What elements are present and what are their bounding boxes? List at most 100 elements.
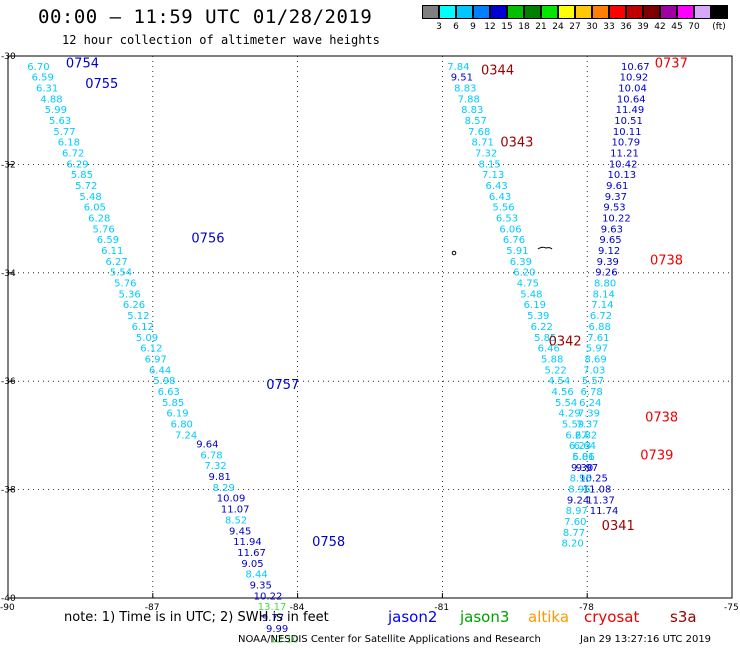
- wave-height-value: 7.60: [564, 517, 586, 528]
- wave-height-value: 6.59: [32, 73, 54, 84]
- wave-height-value: 9.51: [451, 73, 473, 84]
- wave-height-value: 13.17: [258, 602, 287, 613]
- wave-height-value: 10.09: [217, 494, 246, 505]
- wave-height-value: 8.83: [454, 83, 476, 94]
- color-scale-cell: [694, 5, 711, 19]
- pass-label: 0341: [602, 519, 635, 534]
- wave-height-value: 6.72: [62, 148, 84, 159]
- lon-tick-label: -90: [0, 603, 15, 613]
- color-scale-cell: [626, 5, 643, 19]
- wave-height-value: 10.92: [620, 73, 649, 84]
- color-scale-label: 70: [688, 22, 700, 32]
- wave-height-value: 6.06: [499, 224, 521, 235]
- wave-height-value: 6.19: [166, 409, 188, 420]
- wave-height-value: 6.26: [123, 300, 145, 311]
- wave-height-value: 6.78: [200, 450, 222, 461]
- wave-height-value: 6.78: [580, 387, 602, 398]
- lat-tick-label: -34: [1, 269, 16, 279]
- wave-height-value: 6.59: [97, 235, 119, 246]
- color-scale-label: 42: [654, 22, 666, 32]
- pass-label: 0343: [500, 136, 533, 151]
- wave-height-value: 9.99: [266, 624, 288, 635]
- wave-height-value: 10.79: [612, 138, 641, 149]
- color-scale-cell: [575, 5, 592, 19]
- color-scale-cell: [456, 5, 473, 19]
- island-outline: [537, 246, 553, 250]
- satellite-jason2: jason2: [388, 608, 438, 626]
- color-scale-cell: [643, 5, 660, 19]
- wave-height-value: 6.24: [579, 398, 601, 409]
- wave-height-value: 6.18: [58, 138, 80, 149]
- wave-height-value: 9.64: [196, 440, 218, 451]
- lat-tick-label: -40: [1, 594, 16, 604]
- pass-label: 0755: [85, 77, 118, 92]
- wave-height-value: 6.46: [538, 344, 560, 355]
- color-scale-label: 30: [586, 22, 598, 32]
- wave-height-value: 5.76: [114, 279, 136, 290]
- wave-height-value: 6.20: [513, 268, 535, 279]
- wave-height-value: 5.85: [71, 170, 93, 181]
- wave-height-value: 7.32: [475, 148, 497, 159]
- wave-height-value: 9.81: [209, 472, 231, 483]
- wave-height-value: 9.26: [595, 268, 617, 279]
- wave-height-value: 9.65: [599, 235, 621, 246]
- pass-label: 0739: [640, 448, 673, 463]
- wave-height-value: 8.71: [472, 138, 494, 149]
- wave-height-value: 5.97: [586, 344, 608, 355]
- color-scale-cell: [660, 5, 677, 19]
- wave-height-value: 5.12: [127, 311, 149, 322]
- wave-height-value: 7.88: [458, 94, 480, 105]
- wave-height-value: 11.37: [586, 495, 615, 506]
- wave-height-value: 9.12: [598, 246, 620, 257]
- color-scale-label: 9: [470, 22, 476, 32]
- wave-height-value: 6.44: [149, 365, 171, 376]
- wave-height-value: 6.43: [489, 192, 511, 203]
- wave-height-value: 4.75: [517, 279, 539, 290]
- lon-tick-label: -75: [724, 603, 739, 613]
- page-title: 00:00 – 11:59 UTC 01/28/2019: [38, 6, 373, 28]
- wave-height-value: 6.12: [132, 322, 154, 333]
- wave-height-value: 5.59: [562, 419, 584, 430]
- wave-height-value: 6.19: [524, 300, 546, 311]
- wave-height-value: 8.97: [566, 506, 588, 517]
- wave-height-value: 10.22: [602, 214, 631, 225]
- wave-height-value: 7.68: [468, 127, 490, 138]
- wave-height-value: 6.28: [88, 214, 110, 225]
- satellite-s3a: s3a: [670, 608, 697, 626]
- wave-height-value: 5.09: [136, 333, 158, 344]
- color-scale-cell: [558, 5, 575, 19]
- wave-height-value: 6.05: [84, 203, 106, 214]
- wave-height-value: 5.86: [572, 452, 594, 463]
- satellite-jason3: jason3: [460, 608, 510, 626]
- wave-height-value: 4.29: [558, 409, 580, 420]
- pass-label: 0344: [481, 64, 514, 79]
- lon-tick-label: -78: [579, 603, 594, 613]
- wave-height-value: 5.56: [492, 203, 514, 214]
- lat-tick-label: -38: [1, 486, 16, 496]
- wave-height-value: 8.20: [562, 539, 584, 550]
- wave-height-value: 6.82: [575, 430, 597, 441]
- wave-height-value: 11.74: [590, 506, 619, 517]
- color-scale-cell: [711, 5, 728, 19]
- color-scale-label: 18: [518, 22, 530, 32]
- wave-height-value: 5.85: [162, 398, 184, 409]
- wave-height-tracks: 6.706.596.314.885.995.635.776.186.726.29…: [27, 62, 649, 646]
- color-scale-label: 39: [637, 22, 649, 32]
- wave-height-value: 6.88: [589, 322, 611, 333]
- wave-height-value: 9.30: [571, 463, 593, 474]
- wave-height-value: 8.95: [570, 474, 592, 485]
- wave-height-value: 8.57: [465, 116, 487, 127]
- color-scale-cell: [422, 5, 439, 19]
- wave-height-value: 5.76: [92, 224, 114, 235]
- wave-height-value: 8.69: [584, 354, 606, 365]
- color-scale-label: 12: [484, 22, 496, 32]
- wave-height-value: 5.77: [53, 127, 75, 138]
- wave-height-value: 12.10: [270, 635, 299, 646]
- pass-label: 0738: [645, 410, 678, 425]
- footer-credit: NOAA/NESDIS Center for Satellite Applica…: [238, 634, 541, 645]
- wave-height-value: 6.29: [66, 159, 88, 170]
- wave-height-value: 11.49: [616, 105, 645, 116]
- wave-height-value: 11.08: [583, 485, 612, 496]
- wave-height-value: 9.35: [250, 580, 272, 591]
